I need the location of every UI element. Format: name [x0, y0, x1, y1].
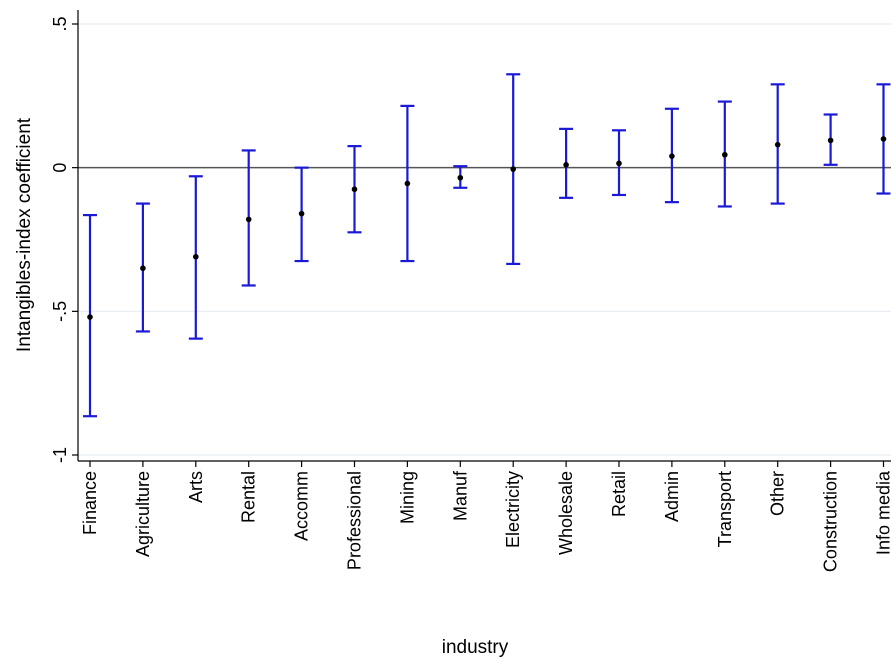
x-axis-title: industry: [442, 637, 509, 658]
coefficient-point: [245, 216, 252, 223]
x-tick-label: Retail: [609, 471, 629, 517]
tick-labels: .5 0 -.5 -1 Finance Agriculture Arts Rental Acco…: [50, 16, 891, 572]
x-tick-label: Rental: [239, 471, 259, 523]
coefficient-point: [457, 174, 464, 181]
coefficient-point: [87, 314, 93, 320]
x-tick-label: Other: [768, 471, 788, 516]
coefficient-point: [669, 153, 675, 159]
x-tick-label: Agriculture: [133, 471, 153, 557]
grid-lines: [78, 23, 891, 456]
y-axis-title: Intangibles-index coefficient: [14, 117, 35, 352]
coefficient-point: [351, 186, 358, 193]
x-tick-label: Admin: [662, 471, 682, 522]
coefficient-point: [298, 210, 305, 217]
x-tick-label: Mining: [397, 471, 417, 524]
coefficient-point: [563, 161, 569, 168]
error-bars: [83, 73, 891, 418]
x-tick-label: Electricity: [503, 471, 523, 548]
y-tick-label: -.5: [50, 301, 70, 322]
x-tick-label: Arts: [186, 471, 206, 503]
coefficient-point: [404, 180, 411, 187]
x-tick-label: Info media: [874, 470, 891, 555]
x-tick-label: Professional: [345, 471, 365, 570]
coefficient-point: [722, 151, 728, 158]
coefficient-point: [827, 137, 834, 144]
x-tick-label: Wholesale: [556, 471, 576, 555]
coefficient-point: [193, 253, 199, 260]
coefficient-point: [510, 166, 516, 172]
coefficient-points: [87, 136, 887, 320]
x-tick-label: Transport: [715, 471, 735, 547]
y-tick-label: .5: [50, 16, 70, 31]
coefficient-point: [140, 265, 146, 272]
coefficient-point: [616, 160, 622, 167]
x-tick-label: Construction: [821, 471, 841, 572]
y-tick-label: -1: [50, 447, 70, 463]
coefficient-point: [880, 136, 887, 142]
x-tick-label: Accomm: [292, 471, 312, 541]
y-tick-label: 0: [50, 163, 70, 173]
x-tick-label: Finance: [80, 471, 100, 535]
x-tick-label: Manuf: [450, 470, 470, 521]
axes: [72, 10, 891, 467]
coefficient-point: [774, 141, 781, 148]
